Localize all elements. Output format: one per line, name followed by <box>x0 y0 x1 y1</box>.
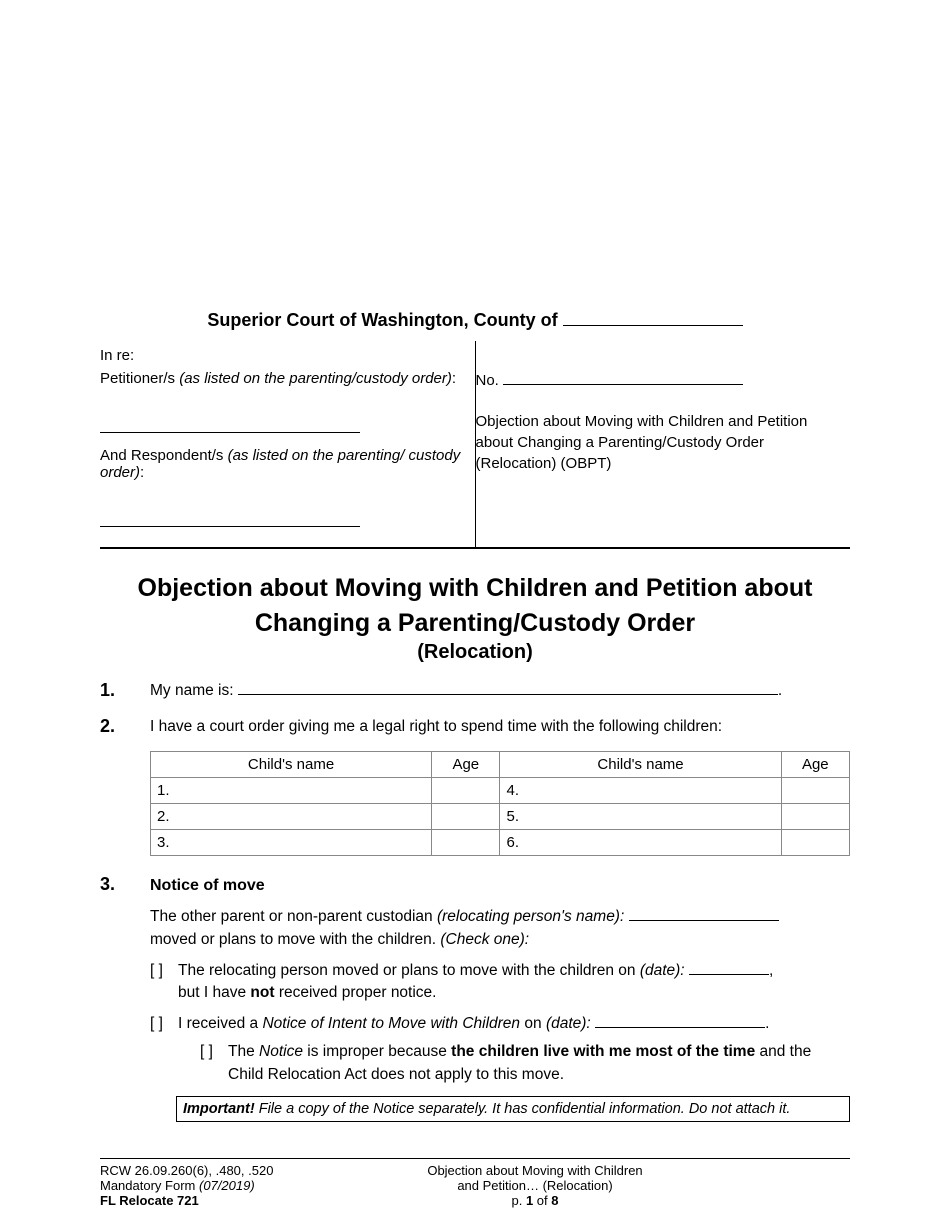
table-row[interactable] <box>781 777 849 803</box>
in-re-label: In re: <box>100 347 467 364</box>
item-1-number: 1. <box>100 680 150 702</box>
table-row[interactable]: 4. <box>500 777 781 803</box>
court-line: Superior Court of Washington, County of <box>207 310 557 330</box>
item-3-head: Notice of move <box>150 874 850 897</box>
opt1-c: received proper notice. <box>279 984 437 1001</box>
col-age-1: Age <box>432 751 500 777</box>
case-no-label: No. <box>476 372 499 389</box>
table-row[interactable]: 3. <box>151 829 432 855</box>
footer-form-code: FL Relocate 721 <box>100 1193 385 1208</box>
opt1-date: (date): <box>640 962 685 979</box>
footer-form-a: Mandatory Form <box>100 1178 195 1193</box>
opt1-not: not <box>250 984 274 1001</box>
county-blank[interactable] <box>563 312 743 326</box>
item-2-number: 2. <box>100 716 150 738</box>
main-subtitle: (Relocation) <box>100 641 850 664</box>
table-row[interactable]: 1. <box>151 777 432 803</box>
petitioner-blank[interactable] <box>100 415 360 433</box>
important-label: Important! <box>183 1101 255 1117</box>
col-child-name-2: Child's name <box>500 751 781 777</box>
petitioner-note: (as listed on the parenting/custody orde… <box>179 370 452 387</box>
opt1-a: The relocating person moved or plans to … <box>178 962 636 979</box>
opt2-a: I received a <box>178 1015 258 1032</box>
opt2s-b: Notice <box>259 1043 303 1060</box>
opt2-c: on <box>524 1015 541 1032</box>
children-table: Child's name Age Child's name Age 1. 4. … <box>150 751 850 856</box>
table-row[interactable] <box>781 829 849 855</box>
table-row[interactable] <box>432 777 500 803</box>
table-row[interactable] <box>432 803 500 829</box>
checkbox-opt2[interactable]: [ ] <box>150 1013 178 1035</box>
col-child-name-1: Child's name <box>151 751 432 777</box>
opt2s-d: the children live with me most of the ti… <box>451 1043 755 1060</box>
item-3-number: 3. <box>100 874 150 897</box>
court-header: Superior Court of Washington, County of <box>100 310 850 331</box>
item-2-text: I have a court order giving me a legal r… <box>150 716 850 738</box>
item-1-label: My name is: <box>150 682 234 699</box>
q3-intro-a: The other parent or non-parent custodian <box>150 908 433 925</box>
case-right-title: Objection about Moving with Children and… <box>476 411 843 474</box>
opt2-b: Notice of Intent to Move with Children <box>262 1015 520 1032</box>
opt1-b: but I have <box>178 984 246 1001</box>
table-row[interactable]: 5. <box>500 803 781 829</box>
checkbox-opt2-sub[interactable]: [ ] <box>200 1041 228 1086</box>
opt1-date-blank[interactable] <box>689 961 769 975</box>
opt2-date: (date): <box>546 1015 591 1032</box>
footer-rcw: RCW 26.09.260(6), .480, .520 <box>100 1163 385 1178</box>
footer-mid-1: Objection about Moving with Children <box>385 1163 685 1178</box>
footer-form-b: (07/2019) <box>199 1178 255 1193</box>
important-box: Important! File a copy of the Notice sep… <box>176 1096 850 1122</box>
opt2s-c: is improper because <box>307 1043 447 1060</box>
opt2-date-blank[interactable] <box>595 1014 765 1028</box>
case-caption-table: In re: Petitioner/s (as listed on the pa… <box>100 341 850 549</box>
table-row[interactable]: 6. <box>500 829 781 855</box>
case-left-cell: In re: Petitioner/s (as listed on the pa… <box>100 341 475 548</box>
opt2s-a: The <box>228 1043 255 1060</box>
table-row[interactable]: 2. <box>151 803 432 829</box>
q3-check: (Check one): <box>440 931 529 948</box>
checkbox-opt1[interactable]: [ ] <box>150 960 178 1005</box>
q3-intro-b: (relocating person's name): <box>437 908 624 925</box>
page-footer: RCW 26.09.260(6), .480, .520 Mandatory F… <box>100 1158 850 1208</box>
name-blank[interactable] <box>238 681 778 695</box>
respondent-blank[interactable] <box>100 509 360 527</box>
table-row[interactable] <box>432 829 500 855</box>
respondent-label: And Respondent/s <box>100 447 223 464</box>
main-title: Objection about Moving with Children and… <box>100 571 850 641</box>
important-text: File a copy of the Notice separately. It… <box>259 1101 791 1117</box>
col-age-2: Age <box>781 751 849 777</box>
petitioner-label: Petitioner/s <box>100 370 175 387</box>
case-no-blank[interactable] <box>503 371 743 385</box>
relocating-name-blank[interactable] <box>629 907 779 921</box>
q3-intro-c: moved or plans to move with the children… <box>150 931 436 948</box>
case-right-cell: No. Objection about Moving with Children… <box>475 341 850 548</box>
table-row[interactable] <box>781 803 849 829</box>
footer-mid-2: and Petition… (Relocation) <box>385 1178 685 1193</box>
